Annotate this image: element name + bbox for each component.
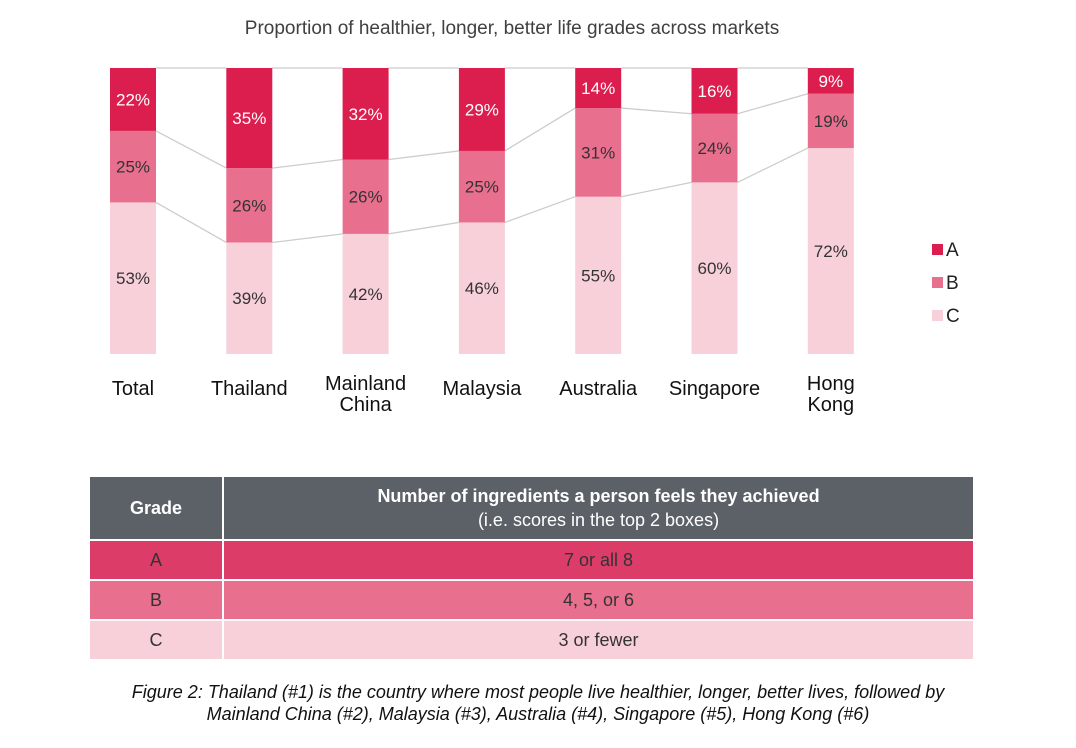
bar-segment-a: [342, 68, 389, 160]
connector-line: [272, 158, 343, 169]
bar-segment-c: [458, 222, 505, 354]
bar-segment-c: [691, 182, 738, 354]
data-label: 55%: [581, 266, 615, 285]
grade-cell: B: [88, 579, 224, 621]
data-label: 26%: [349, 188, 383, 207]
grade-table: Grade Number of ingredients a person fee…: [88, 475, 975, 661]
legend-swatch-a: [932, 244, 943, 255]
category-label: Thailand: [211, 378, 288, 400]
data-label: 32%: [349, 105, 383, 124]
connector-line: [272, 233, 343, 244]
description-cell: 4, 5, or 6: [222, 579, 975, 621]
figure-caption: Figure 2: Thailand (#1) is the country w…: [0, 681, 1076, 725]
bar-segment-c: [226, 242, 273, 354]
chart-title: Proportion of healthier, longer, better …: [245, 18, 779, 39]
description-cell: 3 or fewer: [222, 619, 975, 661]
header-main: Number of ingredients a person feels the…: [377, 485, 820, 506]
bar-segment-a: [807, 68, 854, 94]
bar-segment-c: [342, 233, 389, 354]
legend-label-b: B: [946, 273, 959, 294]
connector-line: [621, 181, 692, 198]
connector-lines: [155, 67, 809, 244]
bar-segment-c: [575, 196, 622, 354]
category-label: Mainland China: [325, 373, 406, 416]
connector-line: [155, 130, 227, 169]
data-label: 26%: [232, 196, 266, 215]
category-label: Australia: [559, 378, 638, 400]
connector-line: [388, 221, 460, 235]
bar-segment-b: [226, 168, 273, 243]
bars: [110, 68, 854, 354]
data-label: 16%: [697, 82, 731, 101]
bar-segment-b: [110, 130, 156, 203]
category-label: Total: [112, 378, 154, 400]
table-header-row: Grade Number of ingredients a person fee…: [88, 475, 975, 541]
header-ingredients: Number of ingredients a person feels the…: [222, 475, 975, 541]
data-label: 46%: [465, 279, 499, 298]
bar-segment-c: [110, 202, 156, 354]
data-label: 39%: [232, 289, 266, 308]
bar-segment-b: [807, 93, 854, 149]
data-label: 72%: [814, 242, 848, 261]
grade-cell: C: [88, 619, 224, 661]
category-label: Singapore: [669, 378, 760, 400]
data-label: 24%: [697, 139, 731, 158]
bar-segment-b: [342, 159, 389, 234]
grade-cell: A: [88, 539, 224, 581]
connector-line: [388, 150, 459, 161]
legend: ABC: [932, 240, 960, 327]
table-row: B 4, 5, or 6: [88, 579, 975, 621]
legend-label-c: C: [946, 306, 960, 327]
data-label: 29%: [465, 100, 499, 119]
connector-line: [737, 93, 808, 115]
bar-segment-b: [458, 150, 505, 223]
legend-swatch-c: [932, 310, 943, 321]
table-row: C 3 or fewer: [88, 619, 975, 661]
segment-labels: 53% 25% 22% 39% 26% 35% 42% 26% 32% 46% 25% 29% 55% 3…: [116, 72, 848, 308]
data-label: 35%: [232, 109, 266, 128]
data-label: 53%: [116, 269, 150, 288]
data-label: 60%: [697, 259, 731, 278]
connector-line: [155, 201, 227, 244]
legend-label-a: A: [946, 240, 959, 261]
bar-segment-a: [226, 68, 273, 169]
category-labels: Total Thailand Mainland China Malaysia Austra…: [112, 373, 855, 416]
connector-line: [504, 196, 576, 224]
category-label: Hong Kong: [807, 373, 855, 416]
data-label: 31%: [581, 143, 615, 162]
data-label: 14%: [581, 79, 615, 98]
data-label: 42%: [349, 285, 383, 304]
data-label: 22%: [116, 90, 150, 109]
data-label: 25%: [116, 158, 150, 177]
bar-segment-c: [807, 148, 854, 354]
description-cell: 7 or all 8: [222, 539, 975, 581]
connector-line: [621, 107, 692, 115]
legend-swatch-b: [932, 277, 943, 288]
connector-line: [737, 147, 809, 183]
table-row: A 7 or all 8: [88, 539, 975, 581]
bar-segment-a: [458, 68, 505, 151]
connector-line: [504, 107, 576, 152]
caption-line-1: Figure 2: Thailand (#1) is the country w…: [131, 682, 945, 702]
data-label: 9%: [819, 72, 844, 91]
bar-segment-b: [575, 108, 622, 197]
bar-segment-a: [575, 68, 622, 109]
header-grade: Grade: [88, 475, 224, 541]
bar-segment-a: [691, 68, 738, 114]
stacked-bar-chart: Proportion of healthier, longer, better …: [110, 18, 960, 416]
bar-segment-b: [691, 113, 738, 183]
data-label: 25%: [465, 178, 499, 197]
caption-line-2: Mainland China (#2), Malaysia (#3), Aust…: [206, 704, 870, 724]
data-label: 19%: [814, 112, 848, 131]
header-sub: (i.e. scores in the top 2 boxes): [477, 509, 720, 530]
bar-segment-a: [110, 68, 156, 131]
category-label: Malaysia: [442, 378, 522, 400]
